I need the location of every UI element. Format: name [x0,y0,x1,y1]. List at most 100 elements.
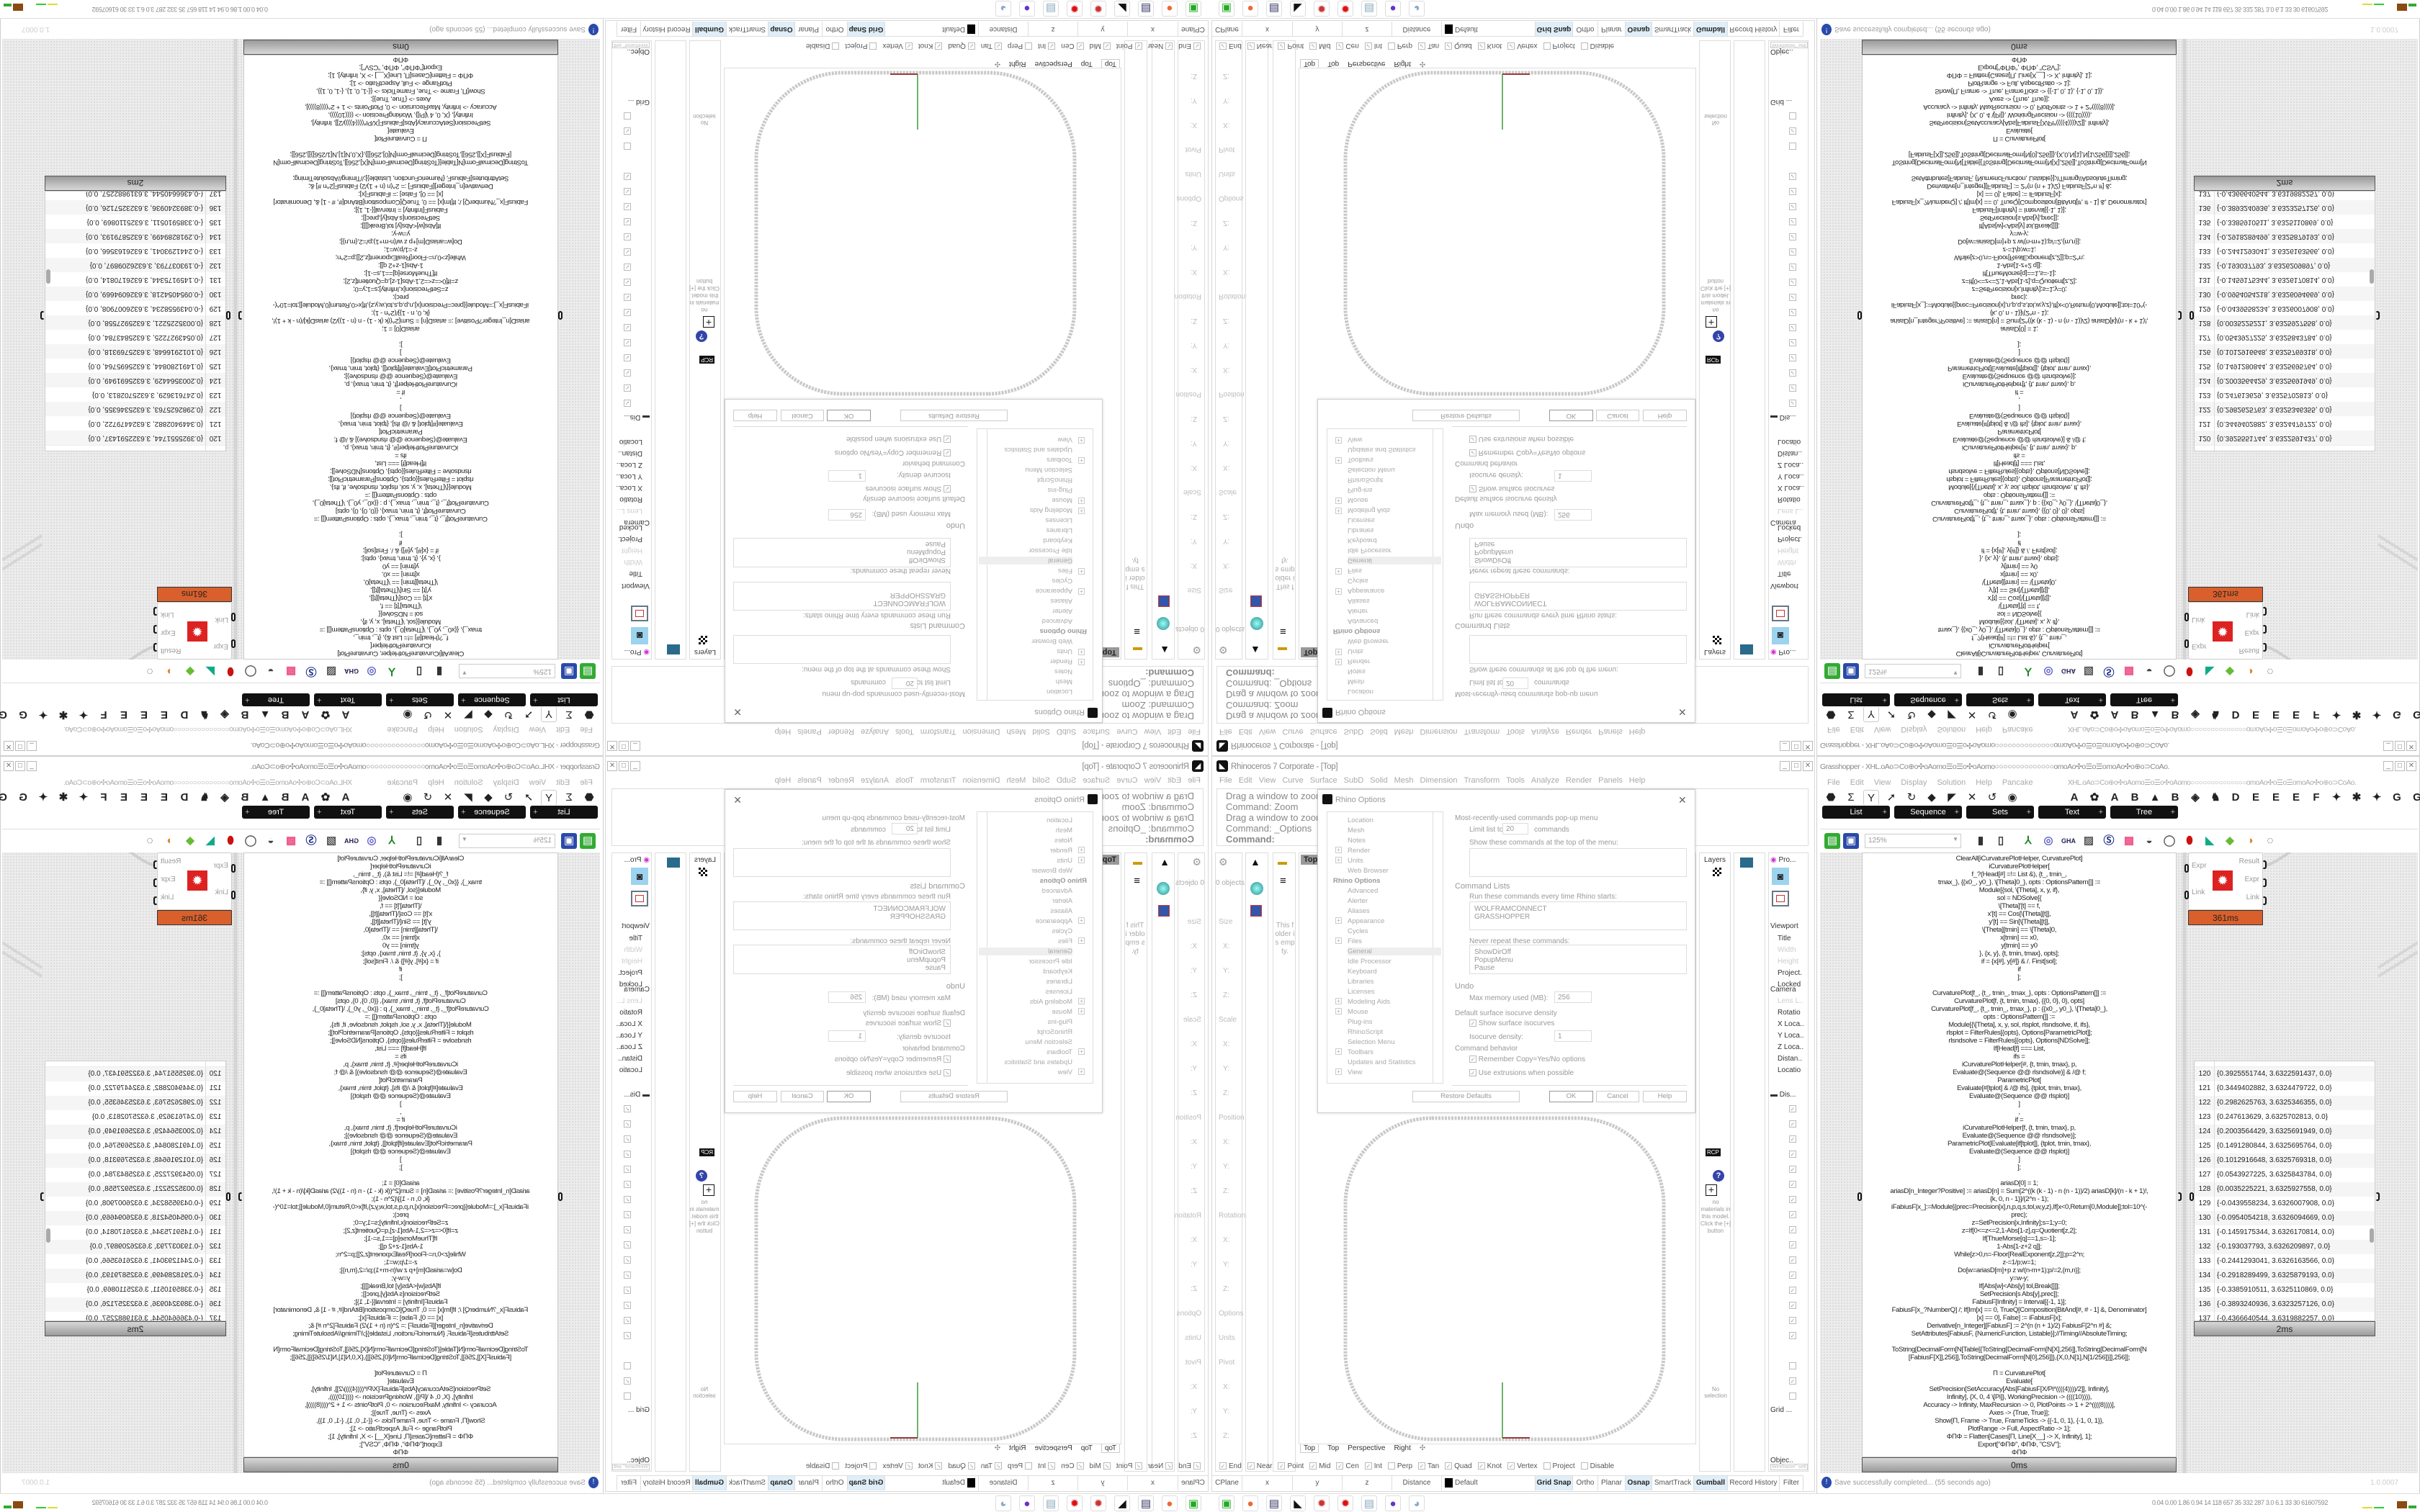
plugin-tab-icon[interactable]: E [2272,708,2280,721]
status-toggle-smarttrack[interactable]: SmartTrack [1652,1476,1694,1490]
plugin-tab-icon[interactable]: ✱ [2352,791,2362,804]
wolfram-component[interactable]: Expr Link Result Expr Link ✹ [157,852,232,910]
zoom-combobox[interactable]: 125% ▼ [1865,834,1961,848]
osnap-cen[interactable]: ✓Cen [1061,42,1084,50]
never-repeat-command[interactable]: ShowDirOff [909,556,946,564]
subcategory-list[interactable]: List + [1822,693,1890,706]
output-grip[interactable] [2375,1192,2380,1201]
plugin-tab-icon[interactable]: ▲ [2149,791,2161,804]
expand-icon[interactable]: + [1335,588,1342,595]
display-checkbox[interactable]: ✓ [1789,1196,1796,1203]
startup-commands-list[interactable]: WOLFRAMCONNECT GRASSHOPPER [733,901,951,930]
target-icon[interactable]: ◎ [2043,665,2053,678]
sphere-icon[interactable]: ◑ [166,665,174,678]
menu-item-solid[interactable]: Solid [1032,727,1050,736]
checker-icon[interactable] [1713,868,1721,876]
component-input-link[interactable]: Link [2192,888,2205,896]
plugin-tab-icon[interactable]: ▲ [259,791,271,804]
tree-item[interactable]: Advanced [1348,887,1378,895]
viewport-tab-right[interactable]: Right [1009,60,1026,68]
tree-item[interactable]: Alerter [1348,897,1368,905]
add-viewport-icon[interactable]: ✣ [994,60,1001,68]
zoom-combobox[interactable]: 125% ▼ [1865,664,1961,678]
data-row[interactable]: 131{-0.1459175344, 3.6326170814, 0.0} [45,272,225,287]
plugin-tab-icon[interactable]: ✦ [2331,791,2341,804]
checkbox-icon[interactable]: ✓ [935,42,943,50]
use-extrusions-checkbox[interactable]: ✓ Use extrusions when possible [846,1069,951,1077]
minimize-button[interactable]: _ [1780,741,1790,751]
top-commands-list[interactable] [733,635,951,664]
tree-item[interactable]: Mesh [1056,678,1072,685]
plugin-tab-icon[interactable]: ✦ [38,791,48,804]
dialog-close-button[interactable]: ✕ [733,794,742,806]
data-row[interactable]: 120{0.3925551744, 3.6322591437, 0.0} [2195,431,2375,445]
subcategory-sequence[interactable]: Sequence + [1894,806,1962,819]
plugin-tab-icon[interactable]: G [2413,791,2420,804]
paint-icon[interactable]: ◕ [1409,1,1425,17]
checkbox-icon[interactable]: ✓ [967,42,975,50]
leaf-icon[interactable]: ◆ [2226,834,2234,847]
display-checkbox[interactable]: ✓ [624,400,631,407]
checkbox-icon[interactable]: ✓ [1336,1462,1344,1470]
display-checkbox[interactable]: ✓ [624,248,631,256]
menu-item-file[interactable]: File [1827,725,1840,734]
display-tab[interactable]: ▬ Dis... [624,1091,650,1099]
mesh-icon[interactable]: ◤ [464,708,472,721]
menu-item-display[interactable]: Display [493,778,519,787]
checkbox-icon[interactable]: ✓ [1247,42,1255,50]
command-prompt[interactable]: Command: [1226,667,1275,678]
camera-tab-icon[interactable] [667,644,680,654]
checkbox-icon[interactable]: ✓ [1247,1462,1255,1470]
status-toggle-record-history[interactable]: Record History [640,22,692,36]
status-toggle-planar[interactable]: Planar [794,1476,822,1490]
data-row[interactable]: 121{0.3449402882, 3.6324479722, 0.0} [2195,416,2375,431]
display-checkbox[interactable]: ✓ [1789,1256,1796,1264]
menu-item-edit[interactable]: Edit [1238,727,1252,736]
status-toggle-planar[interactable]: Planar [1598,1476,1626,1490]
input-grip[interactable] [231,891,236,899]
close-button[interactable]: ✕ [4,741,14,751]
status-toggle-grid-snap[interactable]: Grid Snap [847,22,884,36]
plugin-tab-icon[interactable]: ✱ [58,791,68,804]
checkbox-icon[interactable]: ✓ [1477,1462,1485,1470]
display-checkbox[interactable]: ✓ [1789,294,1796,301]
transform-icon[interactable]: ↺ [423,791,433,804]
checkbox-icon[interactable] [1580,42,1588,50]
use-extrusions-checkbox[interactable]: ✓ Use extrusions when possible [846,435,951,443]
menu-item-pancake[interactable]: Pancake [2002,778,2033,787]
data-row[interactable]: 129{-0.0439558234, 3.6326007908, 0.0} [2195,301,2375,315]
grasshopper-canvas[interactable]: ClearAll[iCurvaturePlotHelper, Curvature… [2,39,600,660]
data-row[interactable]: 135{-0.3385910511, 3.6325110869, 0.0} [45,215,225,229]
menu-item-subd[interactable]: SubD [1343,776,1364,785]
output-grip[interactable] [2177,311,2182,320]
remember-copy-checkbox[interactable]: ✓ Remember Copy=Yes/No options [1469,449,1585,456]
status-cplane[interactable]: CPlane [1178,1476,1208,1490]
folder-icon[interactable]: ▬ [1278,645,1287,656]
data-row[interactable]: 129{-0.0439558234, 3.6326007908, 0.0} [45,1197,225,1211]
viewport-tab-top[interactable]: Top [1300,59,1319,68]
graph-icon[interactable]: ⅄ [2025,665,2032,678]
osnap-mid[interactable]: ✓Mid [1309,1462,1330,1470]
expand-icon[interactable]: + [1335,1048,1342,1055]
maximize-button[interactable]: □ [619,761,629,771]
use-extrusions-checkbox[interactable]: ✓ Use extrusions when possible [1469,435,1574,443]
tree-item[interactable]: Selection Menu [1348,466,1394,474]
max-memory-input[interactable]: 256 [828,991,866,1003]
maths-icon[interactable]: Σ [1847,708,1855,721]
wolfram-icon[interactable]: ✹ [1314,1,1330,17]
menu-item-pancake[interactable]: Pancake [387,778,418,787]
plugin-tab-icon[interactable]: G [2409,706,2420,722]
osnap-perp[interactable]: Perp [1387,42,1412,50]
wolfram-icon[interactable]: ✹ [1090,1,1106,17]
plugin-tab-icon[interactable]: E [120,708,128,721]
close-button[interactable]: ✕ [4,761,14,771]
target-icon[interactable]: ◎ [2043,834,2053,847]
checkbox-icon[interactable]: ✓ [905,1462,913,1470]
menu-item-tools[interactable]: Tools [1506,727,1525,736]
tree-item[interactable]: Rhino Options [1333,627,1380,635]
checkbox-icon[interactable]: ✓ [1103,1462,1111,1470]
menu-item-view[interactable]: View [1144,776,1162,785]
menu-item-dimension[interactable]: Dimension [1420,776,1458,785]
plugin-tab-icon[interactable]: B [281,791,290,804]
display-checkbox[interactable]: ✓ [1789,218,1796,225]
